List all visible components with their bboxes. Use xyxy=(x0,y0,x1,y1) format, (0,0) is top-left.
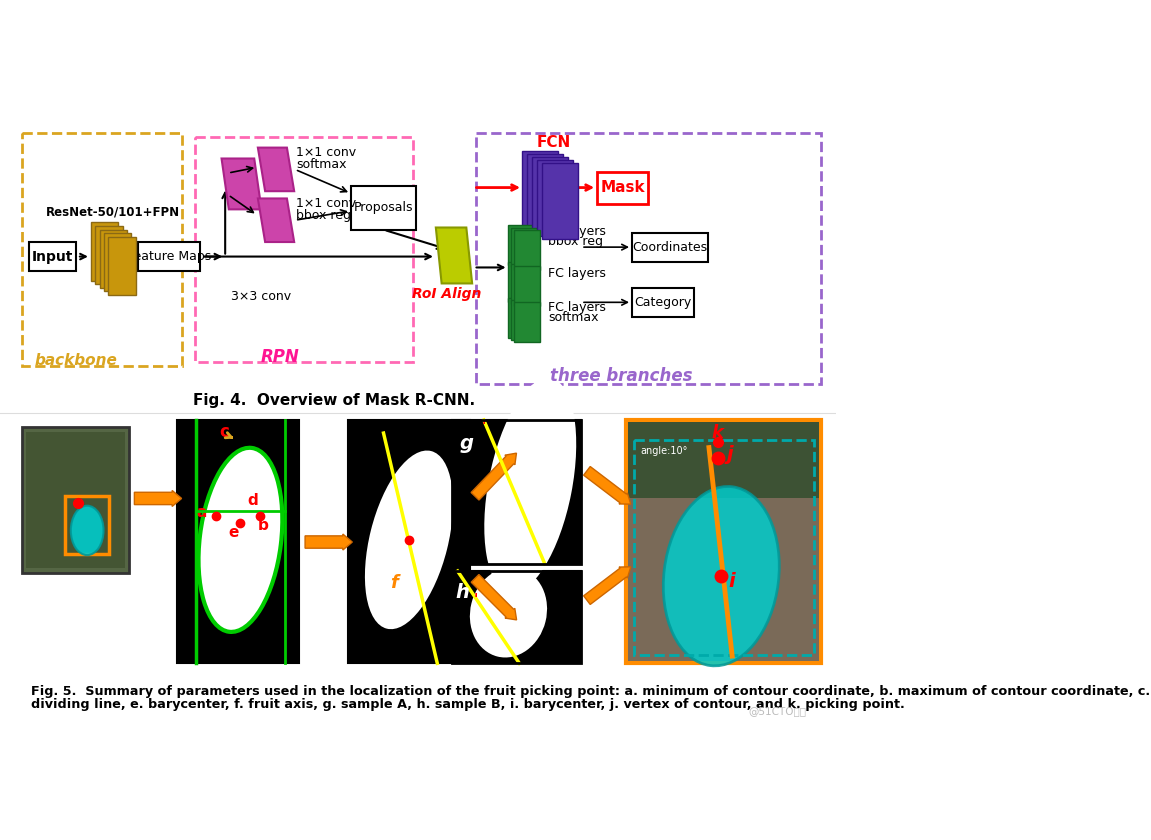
Text: FCN: FCN xyxy=(536,135,571,150)
Text: Fig. 5.  Summary of parameters used in the localization of the fruit picking poi: Fig. 5. Summary of parameters used in th… xyxy=(31,685,1151,698)
Bar xyxy=(66,496,109,554)
Bar xyxy=(108,237,136,295)
Bar xyxy=(104,234,131,291)
Bar xyxy=(452,571,581,664)
Bar xyxy=(509,298,534,338)
Bar xyxy=(632,288,694,317)
Bar xyxy=(138,242,200,271)
Bar xyxy=(99,229,127,288)
Text: 3×3 conv: 3×3 conv xyxy=(231,290,291,303)
Text: i: i xyxy=(729,572,735,591)
Bar xyxy=(511,264,536,304)
FancyArrow shape xyxy=(471,453,517,500)
Bar xyxy=(96,226,123,284)
Text: 1×1 conv: 1×1 conv xyxy=(296,197,357,210)
Text: f: f xyxy=(390,575,398,592)
Bar xyxy=(514,302,540,342)
Bar xyxy=(509,225,534,265)
FancyArrow shape xyxy=(584,567,631,605)
Ellipse shape xyxy=(470,568,547,658)
Text: softmax: softmax xyxy=(548,311,599,324)
Ellipse shape xyxy=(198,448,282,632)
Bar xyxy=(536,160,573,236)
Text: softmax: softmax xyxy=(296,158,346,171)
FancyArrow shape xyxy=(471,575,517,620)
Text: Category: Category xyxy=(634,296,691,309)
Text: a: a xyxy=(197,505,207,520)
Text: three branches: three branches xyxy=(550,367,692,386)
Text: ': ' xyxy=(481,419,486,433)
Bar xyxy=(452,571,581,664)
Ellipse shape xyxy=(365,450,453,629)
Bar xyxy=(527,155,563,230)
Ellipse shape xyxy=(485,378,577,593)
Text: ': ' xyxy=(473,591,478,606)
Bar xyxy=(628,423,818,661)
Text: h: h xyxy=(456,583,470,602)
Bar xyxy=(509,261,534,302)
Bar xyxy=(514,266,540,306)
Polygon shape xyxy=(221,159,261,209)
Text: d: d xyxy=(247,493,258,508)
Text: angle:10°: angle:10° xyxy=(641,446,688,456)
Bar xyxy=(26,432,125,568)
Bar xyxy=(532,157,569,234)
Text: k: k xyxy=(711,424,724,442)
Text: 1×1 conv: 1×1 conv xyxy=(296,146,357,160)
Bar xyxy=(29,242,76,271)
Bar xyxy=(452,420,581,564)
Text: Proposals: Proposals xyxy=(353,202,413,214)
Text: RoI Align: RoI Align xyxy=(412,287,481,302)
Text: ResNet-50/101+FPN: ResNet-50/101+FPN xyxy=(46,205,180,218)
Bar xyxy=(597,171,648,203)
Text: Mask: Mask xyxy=(600,180,645,195)
Bar xyxy=(22,133,182,365)
Text: Feature Maps: Feature Maps xyxy=(127,250,212,263)
Bar xyxy=(452,420,581,564)
Text: dividing line, e. barycenter, f. fruit axis, g. sample A, h. sample B, i. baryce: dividing line, e. barycenter, f. fruit a… xyxy=(31,698,905,711)
Text: @51CTO博客: @51CTO博客 xyxy=(748,706,807,717)
Ellipse shape xyxy=(663,486,779,666)
Polygon shape xyxy=(258,198,295,242)
Bar xyxy=(628,498,818,661)
Bar xyxy=(177,420,299,664)
FancyArrow shape xyxy=(305,534,352,550)
Text: backbone: backbone xyxy=(35,353,117,368)
Text: FC layers: FC layers xyxy=(548,301,607,314)
Text: b: b xyxy=(258,517,268,533)
Bar xyxy=(351,186,417,229)
Text: Coordinates: Coordinates xyxy=(632,240,707,254)
Bar xyxy=(511,300,536,340)
Bar xyxy=(91,223,119,281)
Text: j: j xyxy=(726,445,733,465)
FancyArrow shape xyxy=(584,466,631,504)
Text: bbox reg: bbox reg xyxy=(548,235,603,248)
Bar xyxy=(348,420,470,664)
Polygon shape xyxy=(436,228,472,283)
Bar xyxy=(626,420,821,664)
Text: bbox reg: bbox reg xyxy=(296,208,351,222)
Text: RPN: RPN xyxy=(260,348,299,365)
Polygon shape xyxy=(258,148,295,192)
Text: FC layers: FC layers xyxy=(548,224,607,238)
Bar xyxy=(195,137,412,362)
Bar xyxy=(542,163,578,239)
Bar xyxy=(628,423,818,498)
Text: Fig. 4.  Overview of Mask R-CNN.: Fig. 4. Overview of Mask R-CNN. xyxy=(193,393,475,408)
Bar xyxy=(514,229,540,270)
Bar xyxy=(634,440,814,654)
Bar xyxy=(475,133,821,384)
Text: e: e xyxy=(229,525,239,540)
FancyArrow shape xyxy=(135,491,182,507)
Bar xyxy=(632,233,708,261)
Text: Input: Input xyxy=(31,249,73,264)
Text: g: g xyxy=(459,433,473,453)
Bar xyxy=(22,428,129,573)
Bar xyxy=(511,228,536,267)
Bar xyxy=(521,151,558,228)
Ellipse shape xyxy=(71,506,104,555)
Text: c: c xyxy=(219,423,229,441)
Text: FC layers: FC layers xyxy=(548,267,607,280)
